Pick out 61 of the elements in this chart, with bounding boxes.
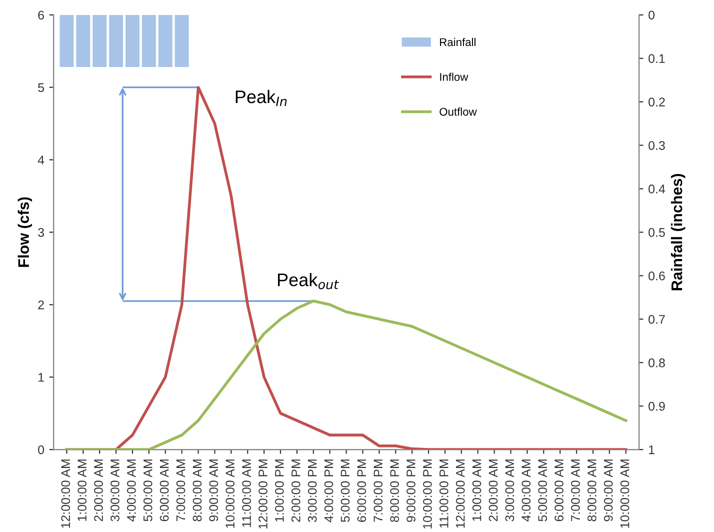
x-tick-label: 10:00:00 AM xyxy=(620,460,630,528)
x-tick-label: 3:00:00 PM xyxy=(308,460,317,522)
y2-tick-label: 0.8 xyxy=(648,358,665,368)
y2-axis-title: Rainfall (inches) xyxy=(670,174,686,290)
y-tick-label: 4 xyxy=(38,156,44,164)
x-tick-label: 7:00:00 PM xyxy=(374,460,383,522)
y-tick-label: 2 xyxy=(38,300,44,310)
y-tick-label: 5 xyxy=(38,83,44,92)
annotation: Peak$_{out}$ xyxy=(278,273,339,290)
x-tick-label: 7:00:00 AM xyxy=(176,460,186,522)
x-tick-label: 8:00:00 AM xyxy=(587,460,596,522)
y2-tick-label: 0.2 xyxy=(648,98,665,106)
legend-label: Outflow xyxy=(440,108,477,116)
x-tick-label: 8:00:00 AM xyxy=(192,460,202,522)
x-tick-label: 11:00:00 AM xyxy=(242,460,251,527)
x-tick-label: 7:00:00 AM xyxy=(571,460,580,522)
x-tick-label: 4:00:00 AM xyxy=(522,460,531,522)
x-tick-label: 5:00:00 AM xyxy=(538,460,547,522)
x-tick-label: 10:00:00 PM xyxy=(423,460,432,528)
y-axis-title: Flow (cfs) xyxy=(18,197,32,267)
y2-tick-label: 0.5 xyxy=(648,228,665,237)
x-tick-label: 6:00:00 AM xyxy=(160,460,169,522)
y-tick-label: 1 xyxy=(38,373,44,382)
x-tick-label: 9:00:00 AM xyxy=(604,460,613,522)
x-tick-label: 8:00:00 PM xyxy=(390,460,399,522)
x-tick-label: 2:00:00 AM xyxy=(488,460,498,522)
x-tick-label: 10:00:00 AM xyxy=(226,460,235,528)
x-tick-label: 1:00:00 AM xyxy=(472,460,482,521)
x-tick-label: 12:00:00 AM xyxy=(456,460,465,528)
x-tick-label: 6:00:00 AM xyxy=(554,460,564,522)
x-tick-label: 2:00:00 AM xyxy=(94,460,103,522)
x-tick-label: 9:00:00 AM xyxy=(209,460,218,522)
y2-tick-label: 0 xyxy=(648,10,655,20)
y2-tick-label: 0.3 xyxy=(648,141,665,150)
x-tick-label: 5:00:00 PM xyxy=(340,460,350,522)
x-tick-label: 5:00:00 AM xyxy=(143,460,152,522)
y2-tick-label: 0.7 xyxy=(648,314,665,324)
x-tick-label: 6:00:00 PM xyxy=(357,460,366,522)
x-tick-label: 12:00:00 PM xyxy=(258,460,268,528)
y-tick-label: 6 xyxy=(38,10,44,20)
y2-tick-label: 0.6 xyxy=(648,271,665,280)
legend-label: Inflow xyxy=(440,72,468,81)
x-tick-label: 12:00:00 AM xyxy=(61,460,70,528)
y-tick-label: 0 xyxy=(38,445,44,454)
annotation: Peak$_{In}$ xyxy=(236,90,287,106)
x-tick-label: 3:00:00 AM xyxy=(505,460,514,522)
y2-tick-label: 0.1 xyxy=(648,54,665,64)
x-tick-label: 3:00:00 AM xyxy=(110,460,120,522)
x-tick-label: 1:00:00 PM xyxy=(275,460,284,522)
x-tick-label: 4:00:00 PM xyxy=(324,460,334,522)
y2-tick-label: 1 xyxy=(649,445,654,454)
x-tick-label: 2:00:00 PM xyxy=(291,460,300,522)
line-series xyxy=(65,300,628,450)
x-tick-label: 4:00:00 AM xyxy=(126,460,136,522)
y2-tick-label: 0.4 xyxy=(648,184,666,194)
y-tick-label: 3 xyxy=(38,228,44,237)
y2-tick-label: 0.9 xyxy=(648,402,665,411)
legend-label: Rainfall xyxy=(440,38,476,46)
x-tick-label: 9:00:00 PM xyxy=(406,460,416,522)
x-tick-label: 1:00:00 AM xyxy=(78,460,87,521)
x-tick-label: 11:00:00 PM xyxy=(439,460,448,528)
